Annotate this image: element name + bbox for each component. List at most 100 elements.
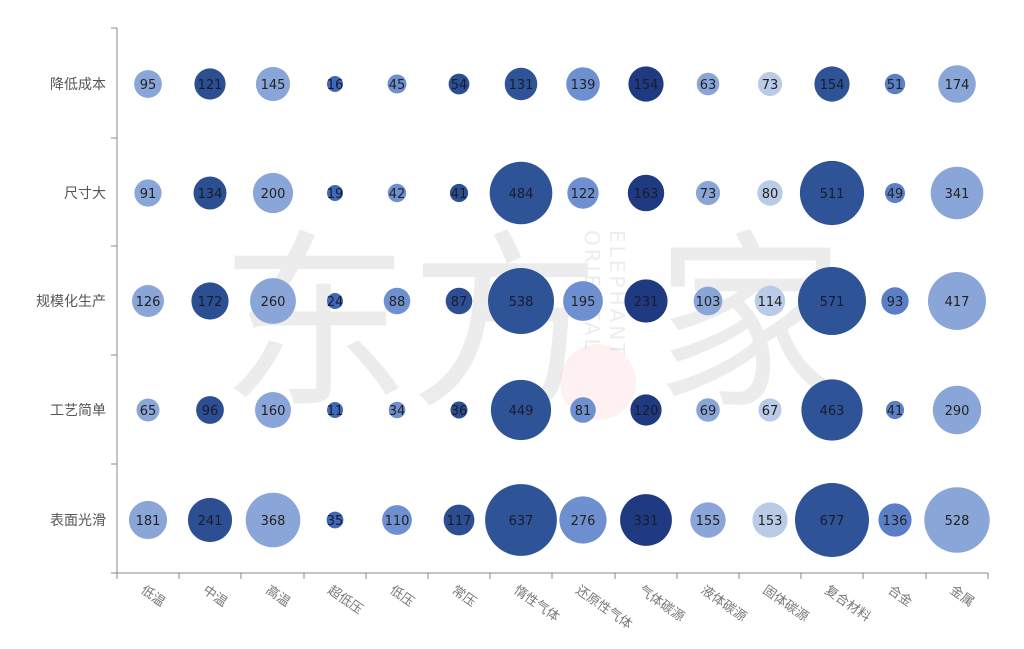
bubble [559,496,607,544]
bubble-label: 528 [945,514,970,529]
bubble [327,293,343,309]
bubble-label: 114 [758,295,783,310]
bubble [885,183,905,203]
bubble-label: 200 [261,187,286,202]
bubble-label: 121 [198,78,223,93]
bubble-label: 341 [945,187,970,202]
bubble [563,281,603,321]
bubble-label: 81 [575,404,592,419]
bubble [795,483,869,557]
bubble [326,511,344,529]
bubble-label: 51 [887,78,904,93]
bubble [193,176,227,210]
bubble [754,285,786,317]
bubble-label: 260 [261,295,286,310]
bubble [570,397,596,423]
x-tick-label: 中温 [200,583,230,610]
bubble [757,180,783,206]
bubble-label: 195 [571,295,596,310]
bubble [450,401,468,419]
bubble [196,396,224,424]
bubble-label: 95 [140,78,157,93]
bubble [620,494,672,546]
bubble-label: 88 [389,295,406,310]
bubble-label: 154 [634,78,659,93]
bubble-label: 120 [634,404,659,419]
bubble [885,400,905,420]
bubble-label: 73 [700,187,717,202]
bubble-label: 35 [327,514,344,529]
bubble-label: 538 [509,295,534,310]
x-tick-label: 液体碳源 [698,583,749,625]
bubble [252,172,294,214]
bubble [388,401,406,419]
bubble [250,278,296,324]
bubble [504,67,538,101]
y-tick-label: 规模化生产 [36,294,106,310]
bubble [489,161,553,225]
bubble-label: 677 [820,514,845,529]
bubble-label: 484 [509,187,534,202]
bubble-label: 96 [202,404,219,419]
x-tick-label: 合金 [885,582,915,610]
bubble [799,160,865,226]
bubble [752,502,788,538]
bubble-label: 174 [945,78,970,93]
bubble [696,72,720,96]
bubble [814,66,850,102]
bubble-label: 122 [571,187,596,202]
bubble [566,67,600,101]
bubble [878,503,912,537]
x-tick-label: 气体碳源 [636,582,688,625]
bubble [445,287,473,315]
svg-text:ELEPHANT: ELEPHANT [605,230,629,358]
bubble-label: 571 [820,295,845,310]
bubble [194,68,226,100]
bubble-label: 24 [327,295,344,310]
bubble-label: 11 [327,404,344,419]
x-tick-label: 高温 [263,582,293,610]
bubble [938,65,976,103]
bubble [488,268,554,334]
bubble-label: 42 [389,187,406,202]
bubble [191,282,229,320]
bubble-label: 290 [945,404,970,419]
bubble [327,76,343,92]
bubble-label: 172 [198,295,223,310]
bubble-label: 36 [451,404,468,419]
bubble-label: 41 [451,187,468,202]
bubble [693,286,723,316]
bubble [884,73,906,95]
bubble [758,398,782,422]
x-tick-label: 固体碳源 [760,583,811,625]
bubble [567,177,599,209]
x-tick-label: 还原性气体 [573,582,635,632]
bubble [690,502,726,538]
y-tick-label: 工艺简单 [50,402,106,419]
bubble-label: 19 [327,187,344,202]
bubble-label: 134 [198,187,223,202]
bubble-label: 110 [385,514,410,529]
bubble [490,379,552,441]
bubble [327,402,343,418]
bubble-label: 67 [762,404,779,419]
bubble [383,287,411,315]
bubble [134,179,162,207]
bubble-label: 160 [261,404,286,419]
bubble [930,166,984,220]
bubble [695,180,721,206]
bubble-label: 153 [758,514,783,529]
bubble-label: 63 [700,78,717,93]
bubble-label: 103 [696,295,721,310]
bubble-label: 80 [762,187,779,202]
bubble-label: 139 [571,78,596,93]
bubble [485,484,557,556]
bubble-label: 145 [261,78,286,93]
bubble-label: 368 [261,514,286,529]
y-tick-label: 降低成本 [50,77,106,93]
y-tick-label: 表面光滑 [50,512,106,529]
bubble [136,398,160,422]
x-tick-label: 常压 [449,583,479,610]
bubble-label: 154 [820,78,845,93]
